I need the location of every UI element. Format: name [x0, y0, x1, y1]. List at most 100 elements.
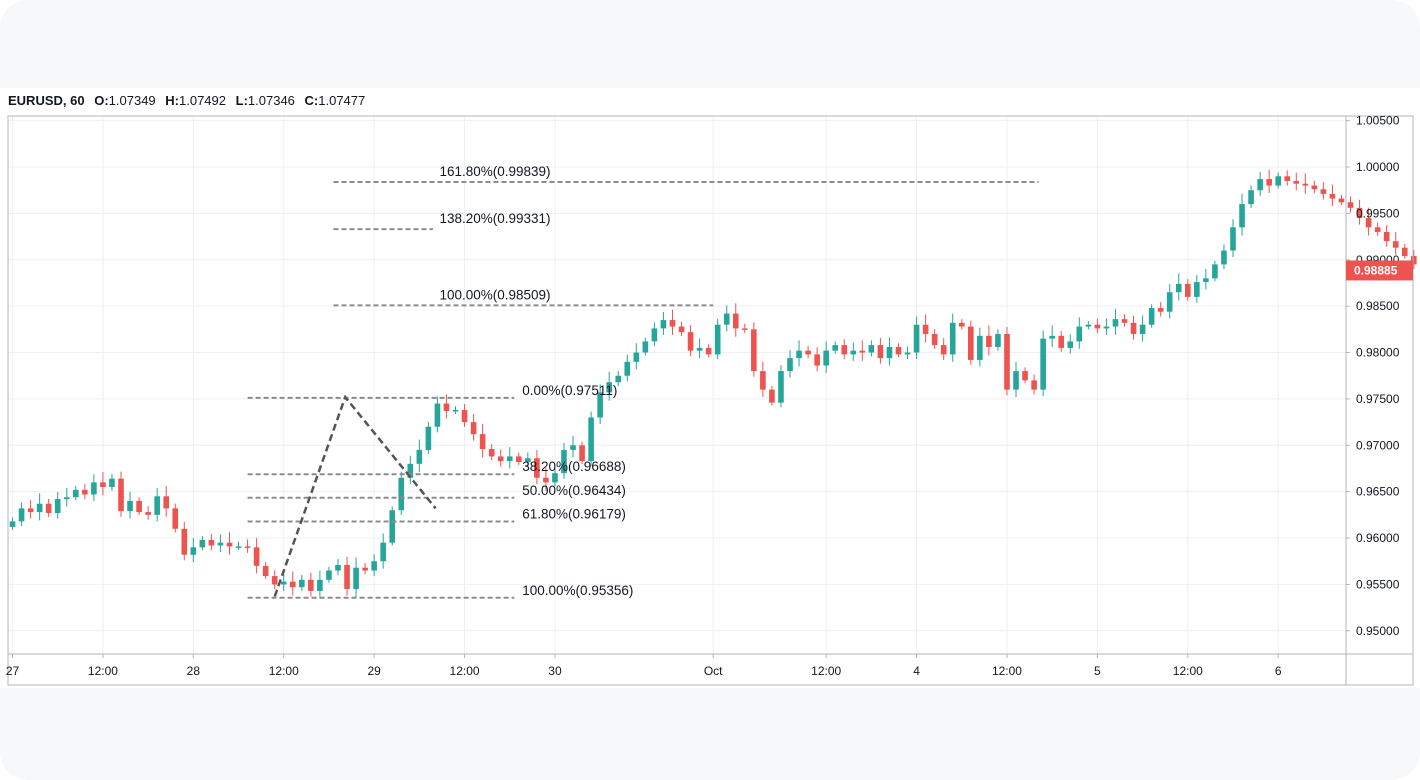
- x-tick-label: 12:00: [450, 664, 480, 678]
- candle-body: [1383, 231, 1390, 242]
- candle-body: [669, 320, 676, 327]
- high-label: H:: [165, 93, 179, 108]
- candle-up: [995, 329, 1001, 351]
- candle-body: [823, 350, 829, 366]
- candle-body: [497, 456, 504, 462]
- candle-down: [1365, 207, 1372, 236]
- symbol-label: EURUSD, 60: [8, 93, 85, 108]
- candle-body: [1392, 241, 1399, 248]
- candle-body: [642, 341, 649, 353]
- candle-up: [977, 327, 983, 367]
- candle-up: [723, 305, 730, 332]
- candle-body: [470, 422, 477, 435]
- candle-down: [244, 539, 251, 553]
- candle-down: [461, 404, 468, 427]
- candle-body: [425, 426, 432, 450]
- last-price-badge: [1346, 260, 1413, 281]
- candle-body: [371, 561, 377, 571]
- candle-down: [1284, 170, 1291, 186]
- candle-up: [1139, 315, 1146, 342]
- candle-up: [714, 318, 721, 360]
- zigzag-trend-line: [273, 394, 437, 597]
- candle-down: [1347, 196, 1354, 213]
- candle-up: [63, 487, 70, 507]
- candle-down: [271, 570, 278, 590]
- candle-up: [190, 538, 197, 563]
- candle-body: [362, 567, 368, 571]
- candle-body: [977, 335, 983, 360]
- candle-up: [36, 493, 43, 521]
- candle-body: [579, 445, 585, 462]
- candle-up: [1112, 308, 1119, 335]
- y-tick-label: 0.95000: [1356, 624, 1400, 638]
- candle-down: [118, 471, 124, 517]
- candle-body: [552, 473, 558, 483]
- candle-up: [570, 436, 576, 458]
- candle-down: [1411, 250, 1417, 270]
- candle-down: [253, 538, 260, 574]
- candle-up: [1067, 334, 1074, 354]
- candle-body: [1302, 183, 1309, 186]
- candle-up: [633, 343, 640, 370]
- candle-body: [1401, 247, 1408, 257]
- candle-up: [380, 533, 386, 569]
- y-tick-label: 0.97500: [1356, 392, 1400, 406]
- candle-down: [769, 385, 775, 406]
- candle-down: [27, 500, 34, 519]
- candle-up: [506, 447, 513, 469]
- candle-body: [244, 546, 251, 548]
- candle-body: [226, 542, 233, 547]
- candle-body: [416, 449, 423, 464]
- candle-body: [597, 392, 603, 418]
- candle-body: [1374, 227, 1381, 232]
- x-tick-label: 12:00: [88, 664, 118, 678]
- candle-down: [1130, 315, 1137, 340]
- candle-body: [344, 564, 350, 590]
- candle-up: [1239, 193, 1245, 236]
- candle-up: [235, 541, 242, 551]
- candle-body: [1094, 324, 1101, 329]
- candle-body: [452, 410, 459, 412]
- candle-down: [705, 344, 712, 358]
- candle-up: [552, 468, 558, 487]
- candle-up: [353, 557, 359, 598]
- candle-up: [127, 491, 133, 519]
- candle-body: [805, 350, 811, 355]
- candle-up: [73, 486, 79, 501]
- candle-body: [136, 500, 142, 513]
- candle-up: [1194, 274, 1200, 303]
- candle-up: [1148, 304, 1155, 328]
- candle-body: [118, 478, 124, 512]
- candle-body: [940, 345, 947, 355]
- candle-body: [868, 345, 875, 353]
- x-tick-label: 28: [187, 664, 201, 678]
- candle-down: [1022, 367, 1028, 384]
- candle-body: [723, 313, 730, 325]
- y-tick-label: 0.96500: [1356, 485, 1400, 499]
- fib-retracement-label: 38.20%(0.96688): [522, 459, 626, 474]
- candle-body: [561, 449, 567, 474]
- candle-body: [859, 350, 866, 353]
- candle-up: [1175, 273, 1182, 301]
- candle-body: [660, 320, 667, 329]
- candle-body: [36, 503, 43, 513]
- candle-body: [1320, 189, 1327, 194]
- candle-body: [696, 347, 703, 351]
- candle-body: [751, 329, 757, 372]
- candle-up: [1085, 320, 1092, 330]
- open-value: 1.07349: [108, 93, 156, 108]
- x-tick-label: 29: [367, 664, 381, 678]
- candle-body: [1175, 283, 1182, 293]
- candle-body: [73, 489, 79, 498]
- candle-body: [1275, 176, 1281, 186]
- candle-up: [1076, 317, 1083, 349]
- candle-body: [769, 389, 775, 403]
- candles: [9, 169, 1417, 599]
- candle-body: [931, 333, 938, 346]
- candle-body: [814, 354, 820, 366]
- candle-body: [606, 382, 612, 393]
- candle-up: [18, 502, 25, 527]
- candle-up: [407, 455, 414, 485]
- candle-up: [1221, 244, 1227, 270]
